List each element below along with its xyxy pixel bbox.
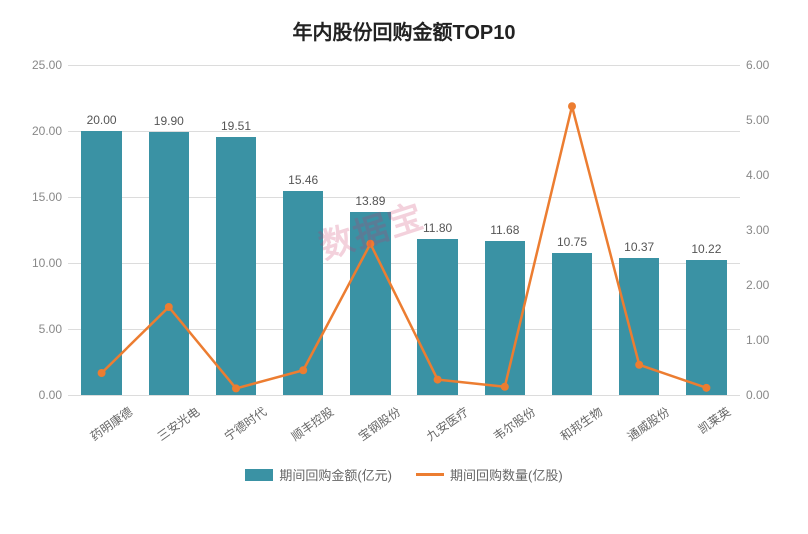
y-left-tick-label: 25.00 bbox=[22, 58, 62, 72]
line-series bbox=[68, 65, 740, 395]
y-left-tick-label: 5.00 bbox=[22, 322, 62, 336]
legend-swatch-bar bbox=[245, 469, 273, 481]
x-tick-label: 和邦生物 bbox=[557, 403, 606, 444]
y-right-tick-label: 1.00 bbox=[746, 333, 786, 347]
x-tick-label: 三安光电 bbox=[153, 403, 202, 444]
x-tick-label: 药明康德 bbox=[86, 403, 135, 444]
plot-inner: 0.005.0010.0015.0020.0025.000.001.002.00… bbox=[68, 65, 740, 395]
legend-line-label: 期间回购数量(亿股) bbox=[450, 465, 563, 484]
legend-swatch-line bbox=[416, 473, 444, 476]
gridline bbox=[68, 395, 740, 396]
y-left-tick-label: 0.00 bbox=[22, 388, 62, 402]
legend-bar-label: 期间回购金额(亿元) bbox=[279, 465, 392, 484]
chart-title: 年内股份回购金额TOP10 bbox=[24, 16, 784, 45]
y-right-tick-label: 4.00 bbox=[746, 168, 786, 182]
plot-area: 0.00 5.00 10.00 15.00 20.00 25.00 0.00 1.00 2.00… bbox=[24, 57, 784, 457]
y-left-tick-label: 15.00 bbox=[22, 190, 62, 204]
y-right-tick-label: 2.00 bbox=[746, 278, 786, 292]
y-left-tick-label: 10.00 bbox=[22, 256, 62, 270]
legend: 期间回购金额(亿元) 期间回购数量(亿股) bbox=[24, 465, 784, 484]
x-tick-label: 宁德时代 bbox=[221, 403, 270, 444]
legend-item-line: 期间回购数量(亿股) bbox=[416, 465, 563, 484]
x-tick-label: 顺丰控股 bbox=[288, 403, 337, 444]
x-tick-label: 九安医疗 bbox=[422, 403, 471, 444]
y-right-tick-label: 3.00 bbox=[746, 223, 786, 237]
y-right-tick-label: 6.00 bbox=[746, 58, 786, 72]
y-right-tick-label: 0.00 bbox=[746, 388, 786, 402]
x-tick-label: 韦尔股份 bbox=[489, 403, 538, 444]
y-right-tick-label: 5.00 bbox=[746, 113, 786, 127]
x-tick-label: 凯莱英 bbox=[695, 403, 734, 438]
y-left-tick-label: 20.00 bbox=[22, 124, 62, 138]
legend-item-bar: 期间回购金额(亿元) bbox=[245, 465, 392, 484]
x-tick-label: 通威股份 bbox=[624, 403, 673, 444]
x-tick-label: 宝钢股份 bbox=[355, 403, 404, 444]
chart-container: 年内股份回购金额TOP10 0.00 5.00 10.00 15.00 20.00 25.… bbox=[0, 0, 808, 534]
